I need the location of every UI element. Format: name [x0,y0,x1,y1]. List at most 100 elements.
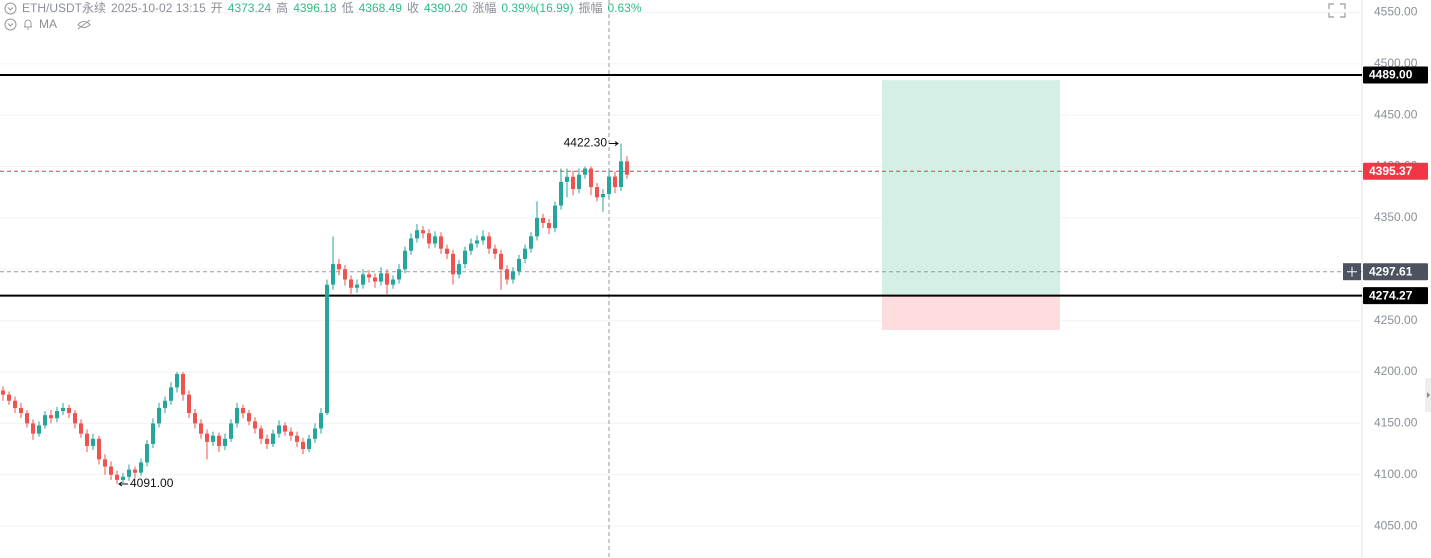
candle-body [343,269,347,280]
candle-body [25,413,29,424]
y-tick-label: 4150.00 [1374,416,1418,430]
candle-body [583,168,587,175]
candle-body [577,174,581,190]
candle-body [253,421,257,429]
candle-body [85,433,89,446]
last-price-label: 4395.37 [1369,164,1413,178]
loss-zone [882,295,1060,330]
candle-body [301,441,305,450]
candle-body [547,222,551,229]
candle-body [187,394,191,414]
candle-body [355,284,359,288]
candle-body [211,435,215,442]
y-tick-label: 4500.00 [1374,56,1418,70]
candle-body [145,443,149,463]
candle-body [595,187,599,198]
header-row: ETH/USDT永续 2025-10-02 13:15 开 4373.24 高 439… [4,0,642,16]
collapse-icon[interactable] [4,2,17,15]
collapse-icon[interactable] [4,18,17,31]
candle-body [97,438,101,460]
candle-body [121,476,125,480]
candle-body [319,413,323,429]
candle-body [451,253,455,275]
candle-body [7,394,11,401]
min-label: 4091.00 [130,476,174,490]
last-price-label-bg [1363,162,1428,180]
field-label: 低 [341,1,354,15]
field-label: 高 [276,1,289,15]
candle-body [235,407,239,424]
candle-body [55,411,59,419]
candle-body [373,277,377,282]
candle-body [115,474,119,480]
line-price-label: 4274.27 [1369,288,1413,302]
candle-body [517,258,521,272]
field-label: 振幅 [578,1,603,15]
crosshair-price-label: 4297.61 [1369,264,1413,278]
candle-body [487,236,491,249]
y-tick-label: 4250.00 [1374,313,1418,327]
add-icon [1347,266,1357,277]
candle-body [1,390,5,395]
candle-body [61,407,65,412]
candle-body [607,176,611,194]
candle-body [199,423,203,434]
symbol: ETH/USDT永续 [22,1,107,15]
candle-body [283,425,287,432]
field-value: 4390.20 [424,1,468,15]
candle-body [475,240,479,244]
candle-body [217,435,221,446]
candle-body [367,274,371,278]
candle-body [409,238,413,251]
candle-body [157,407,161,424]
field-label: 开 [210,1,223,15]
candle-body [457,264,461,275]
candle-body [313,428,317,439]
candle-body [139,462,143,473]
candle-body [571,176,575,190]
line-price-label: 4489.00 [1369,68,1413,82]
min-arrow [118,481,128,487]
field-value: 0.39%(16.99) [501,1,574,15]
y-tick-label: 4350.00 [1374,210,1418,224]
candle-body [565,176,569,182]
profit-zone [882,80,1060,296]
candle-body [169,387,173,401]
y-tick-label: 4050.00 [1374,518,1418,532]
visibility-icon[interactable] [62,18,92,31]
side-tab-arrow [1427,392,1430,398]
candle-body [349,279,353,288]
candle-body [277,425,281,434]
candle-body [271,433,275,444]
candle-body [379,273,383,282]
candle-body [49,415,53,419]
candle-body [385,273,389,285]
alert-icon[interactable] [22,18,34,31]
candle-body [505,269,509,280]
y-tick-label: 4450.00 [1374,107,1418,121]
field-value: 4373.24 [227,1,272,15]
candle-body [541,217,545,223]
candle-body [361,274,365,285]
candle-body [31,423,35,434]
candle-body [427,233,431,244]
candle-body [403,250,407,270]
legend-header: ETH/USDT永续 2025-10-02 13:15 开 4373.24 高 439… [4,0,642,32]
candle-body [463,250,467,265]
y-tick-label: 4200.00 [1374,364,1418,378]
fullscreen-icon[interactable] [1328,3,1346,18]
candle-body [523,248,527,259]
candle-body [133,469,137,473]
candle-body [445,248,449,254]
indicator: MA [39,17,57,31]
y-tick-label: 4100.00 [1374,467,1418,481]
candle-body [421,230,425,234]
candle-body [391,279,395,285]
candle-body [601,193,605,198]
candle-body [205,433,209,442]
candle-body [337,264,341,270]
candle-body [295,435,299,442]
candle-body [37,425,41,434]
candle-body [613,176,617,188]
